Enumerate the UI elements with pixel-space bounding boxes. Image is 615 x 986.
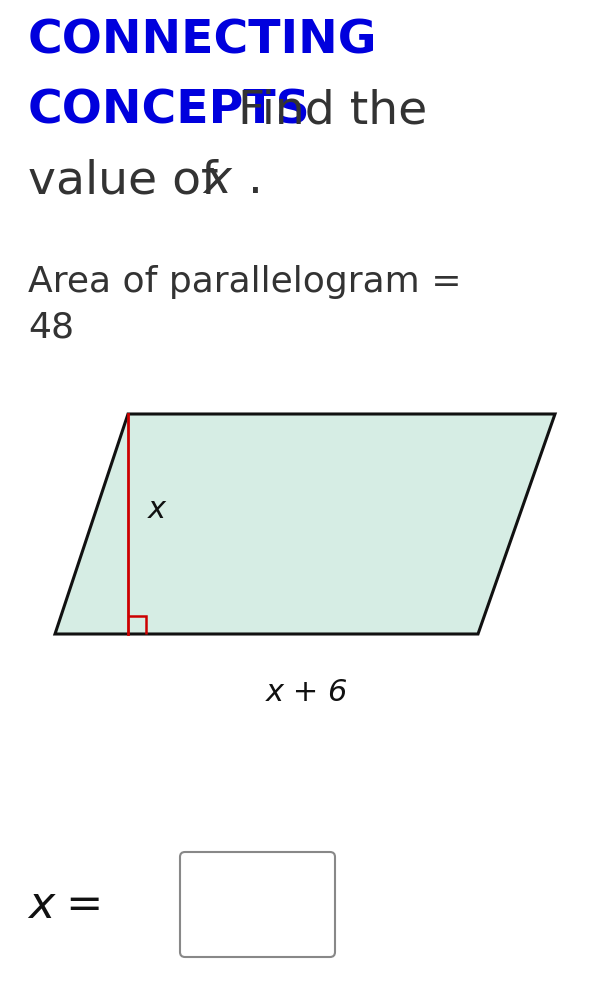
Text: Area of parallelogram =: Area of parallelogram =: [28, 264, 462, 299]
Text: .: .: [233, 158, 263, 203]
Text: value of: value of: [28, 158, 248, 203]
Text: x: x: [28, 882, 54, 926]
Text: CONNECTING: CONNECTING: [28, 18, 378, 63]
Text: x + 6: x + 6: [266, 677, 348, 706]
Text: x: x: [148, 495, 166, 524]
Text: x: x: [203, 158, 231, 203]
FancyBboxPatch shape: [180, 852, 335, 957]
Text: 48: 48: [28, 310, 74, 344]
Polygon shape: [55, 414, 555, 634]
Text: CONCEPTS: CONCEPTS: [28, 88, 311, 133]
Text: Find the: Find the: [223, 88, 427, 133]
Text: =: =: [65, 882, 102, 926]
